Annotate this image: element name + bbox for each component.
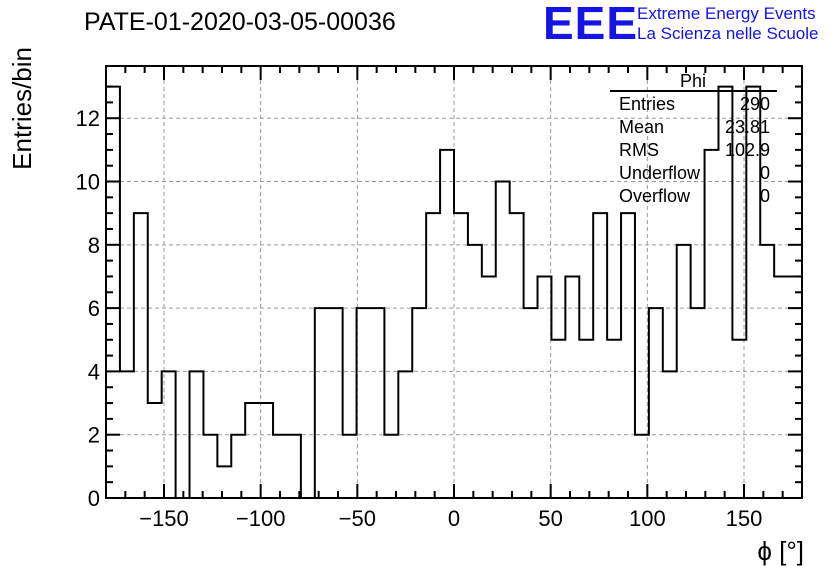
stats-label-rms: RMS xyxy=(619,140,659,160)
x-tick-label: −50 xyxy=(339,506,376,531)
histogram-bars xyxy=(105,85,803,499)
histogram-bin xyxy=(148,403,162,498)
histogram-bin xyxy=(538,276,552,498)
histogram-bin xyxy=(343,435,357,498)
histogram-bin xyxy=(329,308,343,498)
stats-value-entries: 290 xyxy=(740,94,770,114)
y-tick-label: 2 xyxy=(88,423,100,448)
histogram-bin xyxy=(454,213,468,498)
stats-label-overflow: Overflow xyxy=(619,186,691,206)
x-axis-title: ϕ [°] xyxy=(757,536,804,566)
logo-caption-line1: Extreme Energy Events xyxy=(637,4,816,23)
histogram-bin xyxy=(510,213,524,498)
stats-label-underflow: Underflow xyxy=(619,163,701,183)
histogram-bin xyxy=(370,308,384,498)
histogram-bin xyxy=(315,308,329,498)
histogram-bin xyxy=(579,340,593,498)
histogram-bin xyxy=(384,435,398,498)
histogram-bin xyxy=(245,403,259,498)
stats-value-rms: 102.9 xyxy=(725,140,770,160)
grid-lines xyxy=(106,66,802,498)
histogram-bin xyxy=(551,340,565,498)
histogram-bin xyxy=(412,308,426,498)
histogram-bin xyxy=(691,308,705,498)
stats-label-entries: Entries xyxy=(619,94,675,114)
histogram-bin xyxy=(259,403,273,498)
x-tick-label: 100 xyxy=(629,506,666,531)
axis-ticks xyxy=(105,66,803,499)
histogram-bin xyxy=(273,435,287,498)
y-tick-label: 6 xyxy=(88,296,100,321)
x-tick-label: −100 xyxy=(236,506,286,531)
histogram-bin xyxy=(440,150,454,498)
histogram-bin xyxy=(217,466,231,498)
histogram-bin xyxy=(203,435,217,498)
histogram-bin xyxy=(593,213,607,498)
x-tick-label: 150 xyxy=(726,506,763,531)
y-tick-label: 4 xyxy=(88,359,100,384)
histogram-bin xyxy=(705,150,719,498)
x-tick-label: −150 xyxy=(139,506,189,531)
histogram-bin xyxy=(287,435,301,498)
y-tick-label: 8 xyxy=(88,233,100,258)
y-axis-title: Entries/bin xyxy=(7,47,37,170)
histogram-bin xyxy=(482,276,496,498)
x-tick-label: 0 xyxy=(448,506,460,531)
histogram-bin xyxy=(774,276,788,498)
x-tick-label: 50 xyxy=(538,506,562,531)
histogram-bin xyxy=(524,308,538,498)
histogram-outline xyxy=(105,85,803,499)
histogram-bin xyxy=(134,213,148,498)
y-tick-label: 10 xyxy=(76,170,100,195)
histogram-bin xyxy=(649,308,663,498)
histogram-bin xyxy=(621,213,635,498)
histogram-bin xyxy=(231,435,245,498)
histogram-bin xyxy=(565,276,579,498)
y-tick-label: 0 xyxy=(88,486,100,511)
axis-tick-labels: −150 −100 −50 0 50 100 150 0 2 4 6 8 10 12 xyxy=(76,106,763,531)
histogram-bin xyxy=(357,308,371,498)
y-tick-label: 12 xyxy=(76,106,100,131)
stats-title: Phi xyxy=(680,71,706,91)
logo-caption-line2: La Scienza nelle Scuole xyxy=(637,24,819,43)
stats-label-mean: Mean xyxy=(619,117,664,137)
histogram-bin xyxy=(496,182,510,498)
histogram-bin xyxy=(426,213,440,498)
stats-box: Phi Entries 290 Mean 23.81 RMS 102.9 Und… xyxy=(610,71,777,206)
eee-logo: EEE xyxy=(543,0,639,49)
stats-value-mean: 23.81 xyxy=(725,117,770,137)
plot-title: PATE-01-2020-03-05-00036 xyxy=(84,8,396,36)
stats-value-underflow: 0 xyxy=(760,163,770,183)
histogram-bin xyxy=(607,340,621,498)
stats-value-overflow: 0 xyxy=(760,186,770,206)
